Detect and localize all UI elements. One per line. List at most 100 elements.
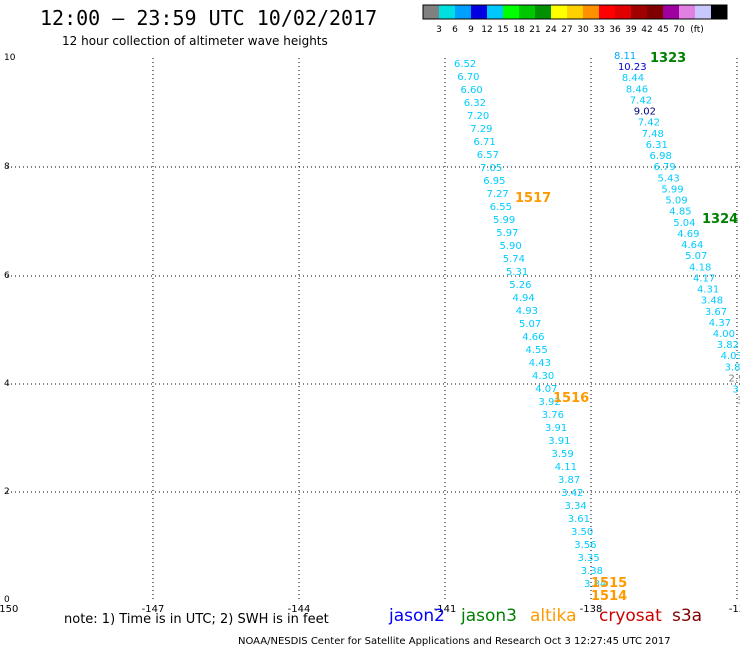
legend-label: 3 bbox=[436, 25, 442, 35]
swh-value: 3.0 bbox=[736, 396, 740, 407]
swh-value: 6.52 bbox=[454, 59, 476, 70]
longitude-label: -144 bbox=[288, 604, 311, 615]
satellite-name: cryosat bbox=[599, 606, 662, 626]
swh-value: 7.05 bbox=[480, 163, 502, 174]
swh-value: 6.57 bbox=[477, 150, 499, 161]
legend-swatch bbox=[503, 5, 519, 19]
legend-swatch bbox=[439, 5, 455, 19]
latitude-label: 0 bbox=[4, 595, 10, 605]
swh-value: 4.69 bbox=[677, 229, 699, 240]
footer-credit: NOAA/NESDIS Center for Satellite Applica… bbox=[238, 636, 671, 647]
legend-swatch bbox=[711, 5, 727, 19]
swh-value: 5.09 bbox=[665, 196, 687, 207]
swh-value: 4.17 bbox=[693, 273, 715, 284]
swh-value: 4.85 bbox=[669, 207, 691, 218]
legend-swatch bbox=[647, 5, 663, 19]
latitude-label: 6 bbox=[4, 271, 10, 281]
swh-value: 8.44 bbox=[622, 73, 644, 84]
legend-swatch bbox=[567, 5, 583, 19]
swh-value: 5.97 bbox=[496, 228, 518, 239]
latitude-label: 2 bbox=[4, 487, 10, 497]
legend-swatch bbox=[471, 5, 487, 19]
swh-value: 8.11 bbox=[614, 51, 636, 62]
longitude-label: -141 bbox=[434, 604, 457, 615]
swh-value: 5.74 bbox=[503, 254, 525, 265]
swh-value: 7.27 bbox=[487, 189, 509, 200]
legend-swatch bbox=[631, 5, 647, 19]
swh-value: 4.43 bbox=[529, 358, 551, 369]
legend-label: 42 bbox=[641, 25, 652, 35]
pass-label: 1323 bbox=[650, 51, 686, 66]
swh-value: 3.38 bbox=[581, 566, 603, 577]
swh-value: 8.46 bbox=[626, 84, 648, 95]
legend-swatch bbox=[679, 5, 695, 19]
swh-value: 4.66 bbox=[522, 332, 544, 343]
swh-value: 3.34 bbox=[565, 501, 587, 512]
swh-value: 3.48 bbox=[701, 296, 723, 307]
legend-swatch bbox=[615, 5, 631, 19]
swh-value: 2.95 bbox=[729, 373, 740, 384]
latitude-label: 8 bbox=[4, 162, 10, 172]
swh-value: 6.60 bbox=[461, 85, 483, 96]
longitude-label: -150 bbox=[0, 604, 18, 615]
legend-label: 9 bbox=[468, 25, 474, 35]
swh-value: 4.07 bbox=[535, 384, 557, 395]
legend-swatch bbox=[663, 5, 679, 19]
legend-label: 18 bbox=[513, 25, 525, 35]
pass-label: 1514 bbox=[591, 589, 627, 604]
swh-value: 3.92 bbox=[539, 397, 561, 408]
swh-value: 4.93 bbox=[516, 306, 538, 317]
legend-swatch bbox=[423, 5, 439, 19]
swh-value: 4.64 bbox=[681, 240, 703, 251]
swh-value: 7.42 bbox=[630, 95, 652, 106]
satellite-name: altika bbox=[530, 606, 577, 626]
swh-value: 5.43 bbox=[657, 173, 679, 184]
swh-value: 3.35 bbox=[578, 553, 600, 564]
legend-label: 30 bbox=[577, 25, 589, 35]
longitude-label: -13 bbox=[729, 604, 740, 615]
legend-swatch bbox=[583, 5, 599, 19]
swh-value: 4.18 bbox=[689, 262, 711, 273]
legend-swatch bbox=[551, 5, 567, 19]
swh-value: 3.59 bbox=[552, 449, 574, 460]
swh-value: 5.99 bbox=[661, 184, 683, 195]
swh-value: 3.70 bbox=[733, 385, 740, 396]
swh-value: 5.07 bbox=[519, 319, 541, 330]
swh-value: 3.42 bbox=[561, 488, 583, 499]
satellite-name: jason2 bbox=[389, 606, 445, 626]
legend-label: 33 bbox=[593, 25, 604, 35]
legend-label: 70 bbox=[673, 25, 685, 35]
swh-value: 6.71 bbox=[474, 137, 496, 148]
legend-label: 12 bbox=[481, 25, 492, 35]
pass-label: 1517 bbox=[515, 191, 551, 206]
swh-value: 6.95 bbox=[483, 176, 505, 187]
legend-swatch bbox=[695, 5, 711, 19]
swh-value: 3.84 bbox=[584, 579, 606, 590]
note-text: note: 1) Time is in UTC; 2) SWH is in fe… bbox=[64, 612, 329, 627]
swh-value: 6.55 bbox=[490, 202, 512, 213]
swh-value: 4.30 bbox=[532, 371, 554, 382]
swh-value: 3.56 bbox=[574, 540, 596, 551]
legend-border bbox=[422, 4, 728, 20]
legend-swatch bbox=[535, 5, 551, 19]
swh-value: 6.32 bbox=[464, 98, 486, 109]
legend-swatch bbox=[455, 5, 471, 19]
swh-value: 10.23 bbox=[618, 62, 647, 73]
swh-value: 3.91 bbox=[545, 423, 567, 434]
swh-value: 5.04 bbox=[673, 218, 695, 229]
swh-value: 5.07 bbox=[685, 251, 707, 262]
legend-label: 6 bbox=[452, 25, 458, 35]
legend-swatch bbox=[487, 5, 503, 19]
swh-value: 3.50 bbox=[571, 527, 593, 538]
longitude-label: -138 bbox=[580, 604, 603, 615]
swh-value: 4.37 bbox=[709, 318, 731, 329]
swh-value: 7.48 bbox=[642, 129, 664, 140]
swh-value: 3.76 bbox=[542, 410, 564, 421]
latitude-label: 10 bbox=[4, 53, 16, 63]
swh-value: 4.31 bbox=[697, 285, 719, 296]
swh-value: 5.90 bbox=[500, 241, 522, 252]
legend-label: (ft) bbox=[690, 25, 704, 35]
swh-value: 6.70 bbox=[457, 72, 479, 83]
pass-label: 1324 bbox=[702, 212, 738, 227]
legend-swatch bbox=[599, 5, 615, 19]
